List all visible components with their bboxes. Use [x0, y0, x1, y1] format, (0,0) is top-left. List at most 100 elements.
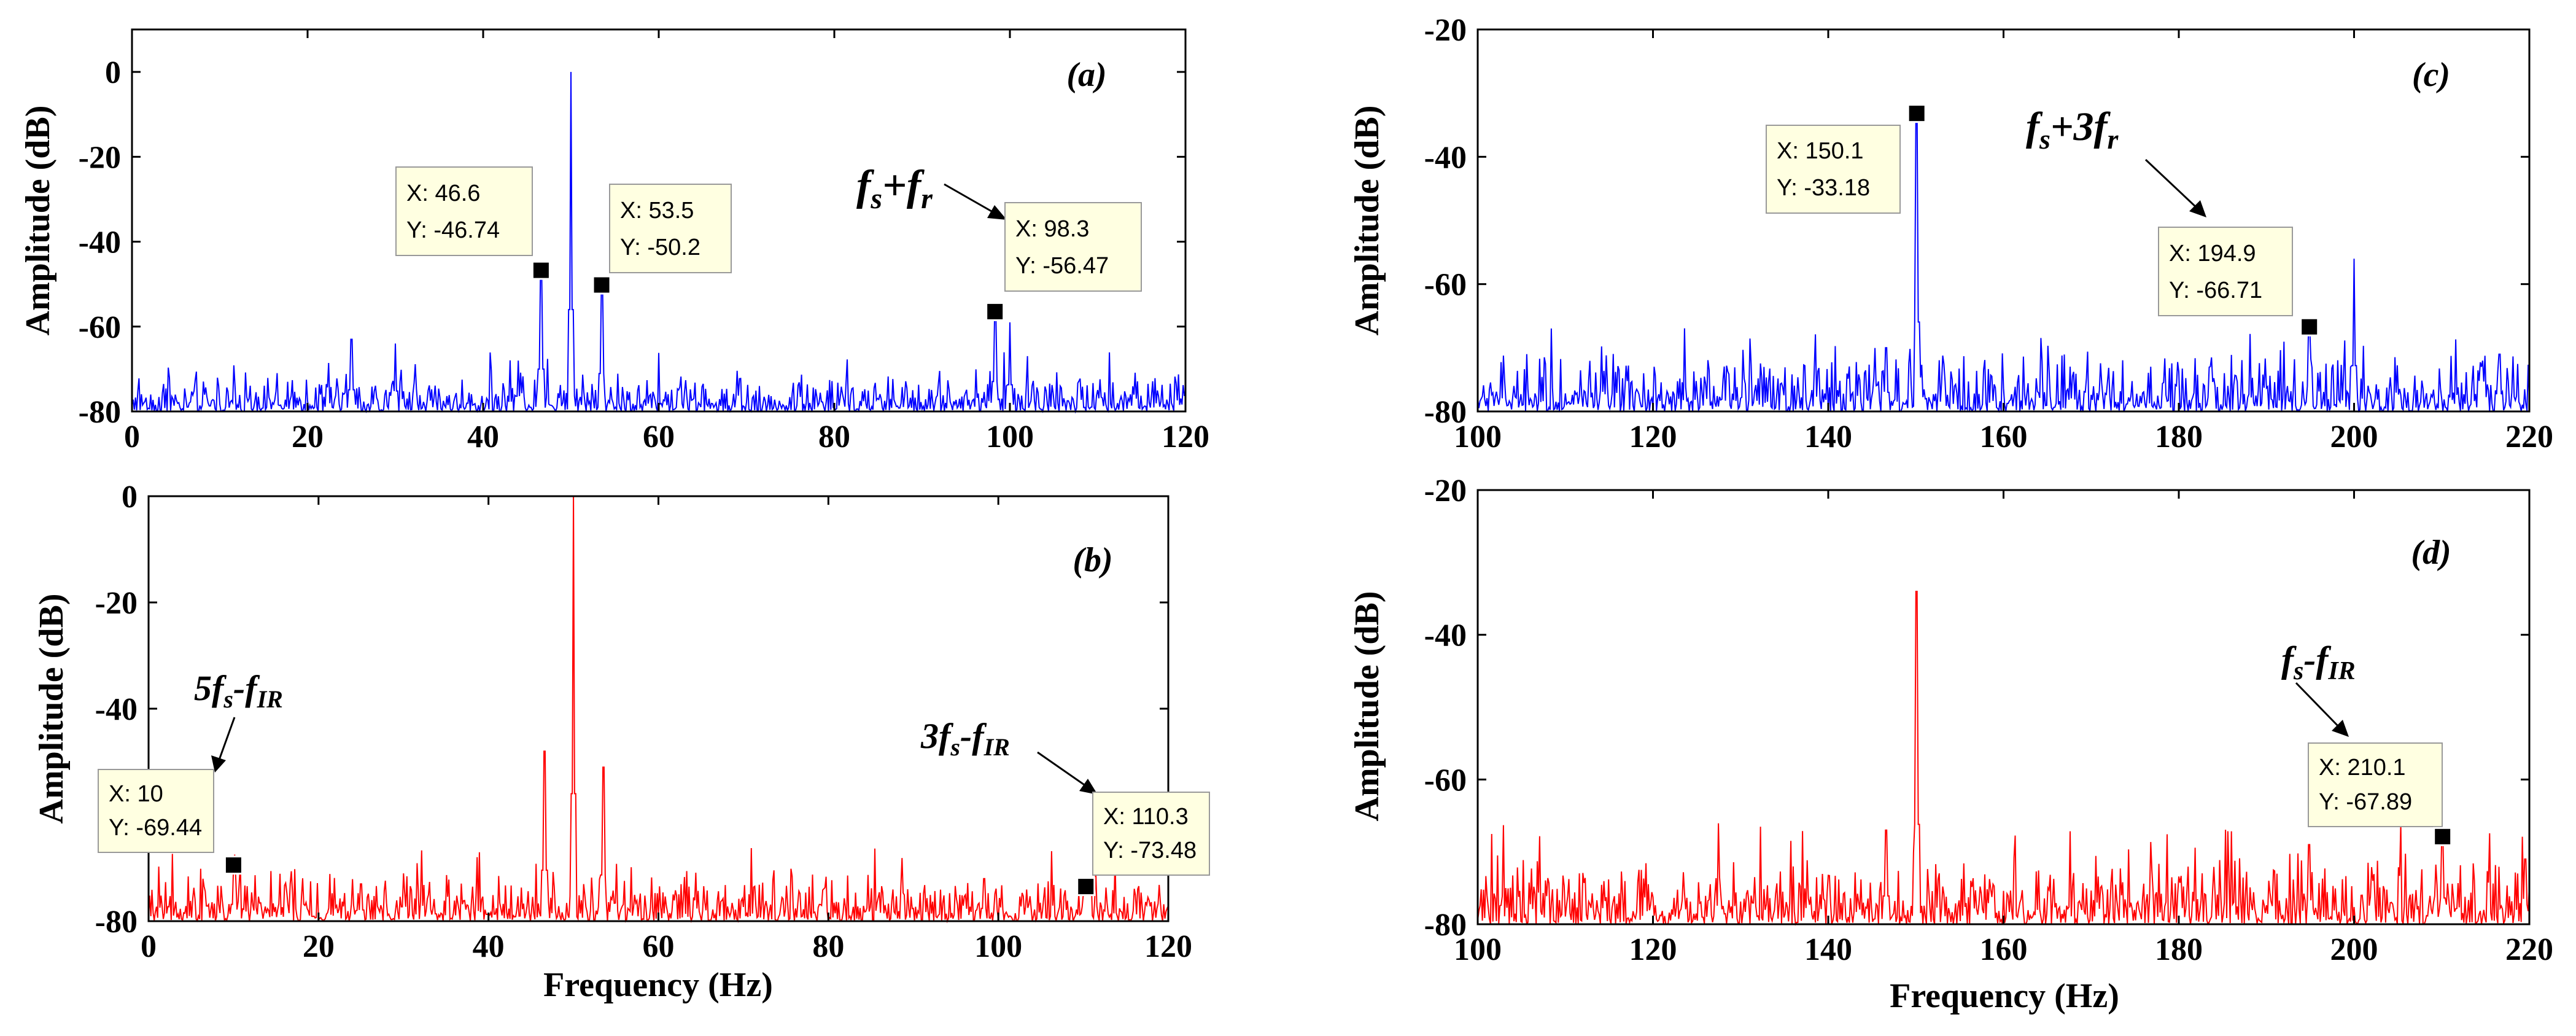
panel-a-label: (a): [1066, 56, 1106, 94]
ann-b1-sub: s: [223, 685, 233, 713]
x-tick-label: 40: [473, 929, 505, 964]
y-tick-label: -20: [1424, 13, 1467, 48]
panel-a-y-ticks: -80 -60 -40 -20 0: [79, 55, 1185, 430]
y-tick-label: -80: [95, 905, 138, 940]
panel-b-x-ticks: 0 20 40 60 80 100 120: [141, 496, 1192, 964]
x-tick-label: 220: [2505, 932, 2553, 967]
x-tick-label: 20: [303, 929, 335, 964]
panel-b-y-ticks: -80 -40 -20 0: [95, 480, 1168, 940]
spectrum-line: [131, 72, 1186, 414]
arrow-c: [2144, 158, 2206, 217]
datatip-a-2-x: X: 53.5: [620, 198, 694, 224]
panel-b-label: (b): [1073, 541, 1112, 579]
ann-a-sub: s: [870, 182, 882, 215]
x-tick-label: 120: [1144, 929, 1192, 964]
datatip-a-3: X: 98.3 Y: -56.47: [1004, 202, 1142, 292]
datatip-d-1: X: 210.1 Y: -67.89: [2308, 742, 2443, 827]
datatip-marker[interactable]: [1076, 877, 1096, 897]
ann-c-sub: s: [2039, 123, 2050, 155]
y-tick-label: -40: [1424, 618, 1467, 653]
panel-a: 0 20 40 60 80 100 120 -80 -60 -40 -20 0 Amplitude …: [19, 28, 1209, 454]
x-tick-label: 0: [124, 419, 140, 454]
arrow-a: [944, 183, 1007, 220]
y-tick-label: 0: [105, 55, 121, 90]
datatip-marker[interactable]: [2300, 317, 2319, 337]
panel-c-markers: [1907, 104, 2319, 337]
y-tick-label: -20: [1424, 473, 1467, 508]
datatip-b-2-x: X: 110.3: [1103, 804, 1189, 830]
ann-a-op: +: [882, 162, 907, 209]
x-tick-label: 200: [2330, 932, 2378, 967]
datatip-a-3-y: Y: -56.47: [1015, 253, 1109, 279]
datatip-marker[interactable]: [531, 260, 551, 280]
ann-b2-sub: s: [950, 733, 960, 761]
x-tick-label: 0: [141, 929, 157, 964]
panel-d: 100 120 140 160 180 200 220 -80 -60 -40 -20 Ampli…: [1348, 473, 2553, 1015]
panel-c-label: (c): [2412, 56, 2450, 94]
y-tick-label: -20: [95, 586, 138, 621]
panel-c-ylabel: Amplitude (dB): [1348, 106, 1386, 336]
datatip-marker[interactable]: [1907, 104, 1926, 123]
datatip-b-1: X: 10 Y: -69.44: [98, 769, 214, 853]
datatip-d-1-x: X: 210.1: [2319, 755, 2406, 781]
y-tick-label: -20: [79, 140, 121, 175]
panel-c-y-ticks: -80 -60 -40 -20: [1424, 13, 2529, 430]
datatip-a-2-y: Y: -50.2: [620, 235, 700, 260]
x-tick-label: 180: [2155, 419, 2203, 454]
arrow-b-2: [1037, 751, 1098, 795]
panel-b-xlabel: Frequency (Hz): [543, 966, 773, 1004]
datatip-b-2: X: 110.3 Y: -73.48: [1092, 792, 1210, 876]
ann-b1-pre: 5: [194, 668, 212, 708]
datatip-a-1: X: 46.6 Y: -46.74: [395, 166, 533, 256]
datatip-marker[interactable]: [223, 855, 243, 875]
panel-d-ylabel: Amplitude (dB): [1348, 591, 1386, 822]
x-tick-label: 200: [2330, 419, 2378, 454]
datatip-b-1-x: X: 10: [109, 781, 163, 807]
y-tick-label: -40: [1424, 140, 1467, 175]
x-tick-label: 100: [974, 929, 1022, 964]
panel-a-ylabel: Amplitude (dB): [19, 106, 57, 336]
panel-c: 100 120 140 160 180 200 220 -80 -60 -40 -20 Ampli…: [1348, 13, 2553, 454]
x-tick-label: 160: [1980, 932, 2028, 967]
x-tick-label: 100: [1454, 932, 1502, 967]
panel-d-xlabel: Frequency (Hz): [1890, 977, 2119, 1015]
x-tick-label: 160: [1980, 419, 2028, 454]
panel-d-y-ticks: -80 -60 -40 -20: [1424, 473, 2529, 943]
y-tick-label: -80: [1424, 908, 1467, 943]
y-tick-label: -80: [1424, 395, 1467, 430]
datatip-a-3-x: X: 98.3: [1015, 216, 1089, 242]
y-tick-label: -40: [95, 692, 138, 727]
panel-d-label: (d): [2411, 534, 2451, 572]
ann-d-op: -: [2303, 639, 2316, 680]
panel-a-x-ticks: 0 20 40 60 80 100 120: [124, 29, 1209, 454]
datatip-b-1-y: Y: -69.44: [109, 815, 202, 841]
spectrum-line: [1477, 591, 2530, 926]
ann-d-sub2: IR: [2327, 657, 2355, 685]
ann-d-sub: s: [2293, 657, 2303, 685]
datatip-marker[interactable]: [2433, 827, 2453, 846]
x-tick-label: 140: [1804, 419, 1852, 454]
datatip-marker[interactable]: [985, 302, 1005, 321]
panel-d-plot-area: [1478, 490, 2529, 924]
y-tick-label: -80: [79, 395, 121, 430]
panel-d-x-ticks: 100 120 140 160 180 200 220: [1454, 490, 2553, 967]
datatip-marker[interactable]: [592, 275, 611, 295]
x-tick-label: 80: [812, 929, 844, 964]
panel-b: 0 20 40 60 80 100 120 -80 -40 -20 0 Amplitude (dB…: [33, 480, 1210, 1004]
ann-c-op: +3: [2050, 104, 2094, 149]
annotation-5fs-minus-fir: 5fs-fIR: [194, 668, 283, 713]
x-tick-label: 120: [1629, 932, 1677, 967]
ann-c-sub2: r: [2107, 123, 2119, 155]
x-tick-label: 220: [2505, 419, 2553, 454]
panel-d-trace: [1477, 591, 2530, 926]
datatip-b-2-y: Y: -73.48: [1103, 838, 1197, 863]
ann-b2-sub2: IR: [983, 733, 1010, 761]
panel-d-markers: [2433, 827, 2453, 846]
ann-b1-op: -: [233, 668, 245, 708]
y-tick-label: 0: [122, 480, 138, 515]
datatip-c-2: X: 194.9 Y: -66.71: [2158, 227, 2293, 316]
x-tick-label: 100: [1454, 419, 1502, 454]
datatip-c-2-x: X: 194.9: [2169, 241, 2256, 267]
panel-c-x-ticks: 100 120 140 160 180 200 220: [1454, 29, 2553, 454]
x-tick-label: 180: [2155, 932, 2203, 967]
